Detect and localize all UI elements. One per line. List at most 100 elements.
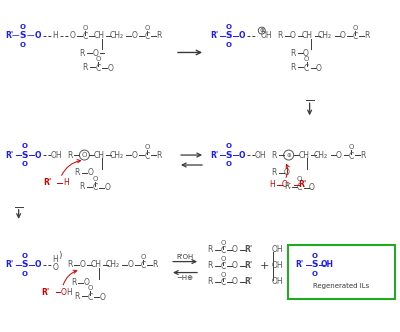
Text: O: O: [34, 260, 41, 269]
Text: O: O: [282, 180, 288, 190]
Text: S: S: [226, 31, 232, 40]
Text: :: :: [288, 180, 292, 190]
Text: S: S: [226, 150, 232, 160]
Text: R: R: [365, 31, 370, 40]
Text: R: R: [83, 63, 88, 72]
Text: O: O: [84, 278, 89, 287]
Text: CH₂: CH₂: [314, 150, 328, 160]
Text: CH: CH: [298, 150, 309, 160]
Text: O: O: [22, 271, 28, 277]
Text: C: C: [220, 262, 226, 271]
Text: O: O: [52, 263, 58, 272]
Text: R: R: [80, 49, 85, 58]
Text: O: O: [284, 168, 290, 178]
Text: R': R': [245, 245, 253, 254]
Text: O: O: [22, 143, 28, 149]
Text: C: C: [297, 183, 302, 193]
Text: O: O: [232, 261, 238, 270]
Text: O: O: [353, 25, 358, 31]
Text: R: R: [207, 261, 213, 270]
Text: O: O: [131, 150, 137, 160]
Text: O: O: [226, 42, 232, 47]
Text: O: O: [312, 253, 318, 259]
Text: O: O: [226, 143, 232, 149]
Text: CH: CH: [94, 150, 105, 160]
Text: R': R': [296, 260, 304, 269]
Text: —: —: [27, 31, 34, 40]
Text: OH: OH: [255, 150, 267, 160]
Text: O: O: [88, 168, 93, 178]
Text: O: O: [80, 260, 85, 269]
Text: R: R: [284, 182, 289, 192]
Bar: [288, 245, 395, 299]
Text: R: R: [152, 260, 158, 269]
Text: O: O: [60, 288, 66, 297]
Text: S: S: [311, 260, 318, 269]
Text: R: R: [67, 150, 72, 160]
Text: O: O: [340, 31, 346, 40]
Text: O: O: [70, 31, 75, 40]
Text: O: O: [232, 245, 238, 254]
Text: O: O: [316, 64, 322, 73]
Text: −H⊕: −H⊕: [176, 275, 194, 281]
Text: R: R: [71, 278, 76, 287]
Text: CH₂: CH₂: [109, 150, 123, 160]
Text: S: S: [19, 31, 26, 40]
Text: R: R: [277, 31, 282, 40]
Text: R: R: [271, 150, 276, 160]
Text: C: C: [144, 151, 150, 161]
Text: O: O: [107, 64, 113, 73]
Text: H: H: [53, 31, 58, 40]
Text: R': R': [245, 277, 253, 286]
Text: H: H: [269, 180, 275, 190]
Text: O: O: [239, 150, 245, 160]
Text: O: O: [239, 31, 245, 40]
Text: O: O: [232, 277, 238, 286]
Text: R': R': [6, 150, 14, 160]
Text: O: O: [100, 293, 105, 302]
Text: C: C: [144, 32, 150, 41]
Text: OH: OH: [321, 260, 334, 269]
Text: O: O: [304, 56, 309, 62]
Text: C: C: [349, 151, 354, 161]
Text: O: O: [336, 150, 342, 160]
Text: C: C: [220, 246, 226, 255]
Text: O: O: [88, 286, 93, 291]
Text: O: O: [303, 49, 308, 58]
Text: S: S: [21, 150, 28, 160]
Text: S: S: [21, 260, 28, 269]
Text: O: O: [127, 260, 133, 269]
Text: C: C: [140, 261, 146, 270]
Text: R': R': [6, 260, 14, 269]
Text: C: C: [83, 32, 88, 41]
Text: O: O: [220, 272, 226, 278]
Text: R: R: [156, 31, 162, 40]
Text: O: O: [290, 31, 296, 40]
Text: OH: OH: [272, 261, 284, 270]
Text: —: —: [12, 31, 20, 40]
Text: R'OH: R'OH: [176, 254, 194, 260]
Text: O: O: [349, 144, 354, 150]
Text: R: R: [290, 49, 295, 58]
Text: O: O: [312, 271, 318, 277]
Text: ): ): [59, 251, 62, 260]
Text: O: O: [83, 25, 88, 31]
Text: R: R: [361, 150, 366, 160]
Text: O: O: [220, 240, 226, 246]
Text: O: O: [92, 49, 98, 58]
Text: R: R: [156, 150, 162, 160]
Text: O: O: [34, 31, 41, 40]
Text: Regenerated ILs: Regenerated ILs: [313, 284, 370, 290]
Text: R: R: [290, 63, 295, 72]
Text: R: R: [67, 260, 72, 269]
Text: H: H: [64, 178, 69, 188]
Text: O: O: [140, 254, 146, 260]
Text: C: C: [96, 64, 101, 73]
Text: R: R: [271, 168, 276, 178]
Text: R: R: [207, 277, 213, 286]
Text: C: C: [353, 32, 358, 41]
Text: O: O: [226, 161, 232, 167]
Text: R': R': [245, 261, 253, 270]
Text: O: O: [82, 152, 87, 158]
Text: C: C: [93, 183, 98, 193]
